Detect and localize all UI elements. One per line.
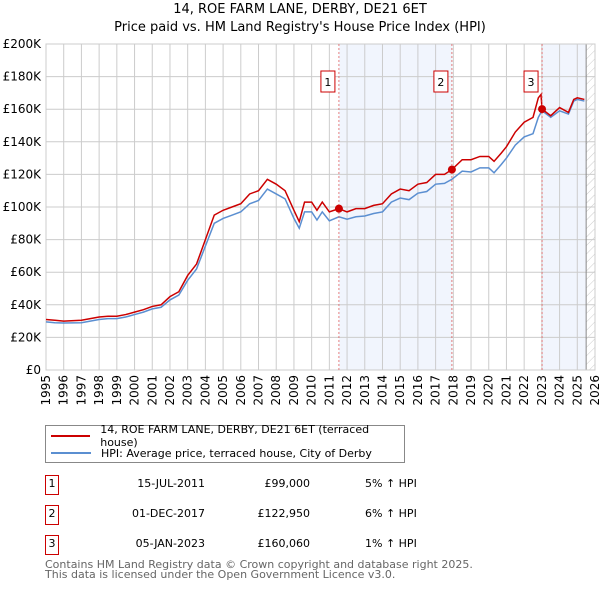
x-tick-label: 2019 [464, 375, 478, 406]
x-tick-label: 2004 [198, 375, 212, 406]
y-tick-label: £120K [3, 167, 43, 181]
y-tick-label: £60K [10, 265, 42, 279]
x-tick-label: 2010 [305, 375, 319, 406]
x-tick-label: 1996 [57, 375, 71, 406]
x-tick-label: 2012 [340, 375, 354, 406]
plot-border [45, 43, 596, 371]
y-tick-label: £160K [3, 102, 43, 116]
y-tick-label: £20K [10, 330, 42, 344]
x-tick-label: 1998 [92, 375, 106, 406]
footer: Contains HM Land Registry data © Crown c… [45, 558, 473, 581]
x-tick-label: 2000 [128, 375, 142, 406]
x-tick-label: 2025 [570, 375, 584, 406]
x-tick-label: 2007 [252, 375, 266, 406]
x-tick-label: 2003 [181, 375, 195, 406]
y-tick-label: £0 [26, 363, 41, 377]
x-tick-label: 2013 [358, 375, 372, 406]
transaction-row: 3 05-JAN-2023 £160,060 1% ↑ HPI [45, 535, 445, 557]
legend-label: HPI: Average price, terraced house, City… [101, 446, 372, 460]
x-tick-label: 2017 [429, 375, 443, 406]
sale-marker-box [433, 70, 449, 93]
series-line [45, 92, 585, 322]
legend: 14, ROE FARM LANE, DERBY, DE21 6ET (terr… [45, 423, 405, 463]
footer-line: Contains HM Land Registry data © Crown c… [45, 558, 473, 571]
sale-marker-box [523, 70, 539, 93]
x-tick-label: 2023 [535, 375, 549, 406]
x-tick-label: 1995 [39, 375, 53, 406]
x-tick-label: 2015 [393, 375, 407, 406]
x-tick-label: 2016 [411, 375, 425, 406]
marker-badge: 1 [45, 475, 59, 495]
x-tick-label: 2005 [216, 375, 230, 406]
x-tick-label: 2022 [517, 375, 531, 406]
hpi-change: 5% ↑ HPI [365, 477, 417, 490]
hpi-change: 1% ↑ HPI [365, 537, 417, 550]
y-tick-label: £200K [3, 37, 43, 51]
footer-line: This data is licensed under the Open Gov… [45, 568, 396, 581]
sale-marker-label: 2 [437, 76, 444, 89]
x-tick-label: 2006 [234, 375, 248, 406]
blue-line-swatch [51, 452, 91, 454]
x-tick-label: 1999 [110, 375, 124, 406]
x-tick-label: 2020 [482, 375, 496, 406]
y-tick-label: £140K [3, 135, 43, 149]
x-tick-label: 2009 [287, 375, 301, 406]
chart-title: 14, ROE FARM LANE, DERBY, DE21 6ET [173, 2, 427, 17]
sale-point [447, 165, 456, 174]
y-tick-label: £180K [3, 70, 43, 84]
sale-date: 15-JUL-2011 [137, 477, 205, 490]
x-tick-label: 2024 [553, 375, 567, 406]
sale-date: 01-DEC-2017 [131, 507, 205, 520]
legend-item-hpi: HPI: Average price, terraced house, City… [51, 445, 372, 461]
x-tick-label: 2021 [499, 375, 513, 406]
sale-price: £99,000 [264, 477, 311, 490]
y-tick-label: £40K [10, 298, 42, 312]
x-tick-label: 1997 [74, 375, 88, 406]
sale-date: 05-JAN-2023 [135, 537, 205, 550]
sale-point [538, 105, 547, 114]
x-tick-label: 2018 [446, 375, 460, 406]
x-tick-label: 2011 [322, 375, 336, 406]
x-tick-label: 2008 [269, 375, 283, 406]
transaction-row: 2 01-DEC-2017 £122,950 6% ↑ HPI [45, 505, 445, 527]
chart-subtitle: Price paid vs. HM Land Registry's House … [114, 20, 486, 35]
sale-price: £160,060 [257, 537, 311, 550]
sale-marker-label: 3 [528, 76, 535, 89]
x-tick-label: 2002 [163, 375, 177, 406]
y-tick-label: £80K [10, 233, 42, 247]
legend-label: 14, ROE FARM LANE, DERBY, DE21 6ET (terr… [100, 423, 370, 449]
sale-point [334, 204, 343, 213]
transaction-row: 1 15-JUL-2011 £99,000 5% ↑ HPI [45, 475, 445, 497]
sale-marker-box [320, 70, 336, 93]
sale-price: £122,950 [257, 507, 311, 520]
y-tick-label: £100K [3, 200, 43, 214]
sale-marker-label: 1 [324, 76, 331, 89]
price-chart: 1 2 3 £0 £20K £40K £60K £80K £100K £120K £140K £160… [3, 37, 600, 406]
x-tick-label: 2026 [588, 375, 600, 406]
marker-badge: 2 [45, 505, 59, 525]
marker-badge: 3 [45, 535, 59, 555]
hpi-change: 6% ↑ HPI [365, 507, 417, 520]
series-line [45, 98, 585, 324]
legend-item-property: 14, ROE FARM LANE, DERBY, DE21 6ET (terr… [51, 423, 404, 449]
x-tick-label: 2001 [145, 375, 159, 406]
x-tick-label: 2014 [375, 375, 389, 406]
red-line-swatch [51, 435, 91, 437]
